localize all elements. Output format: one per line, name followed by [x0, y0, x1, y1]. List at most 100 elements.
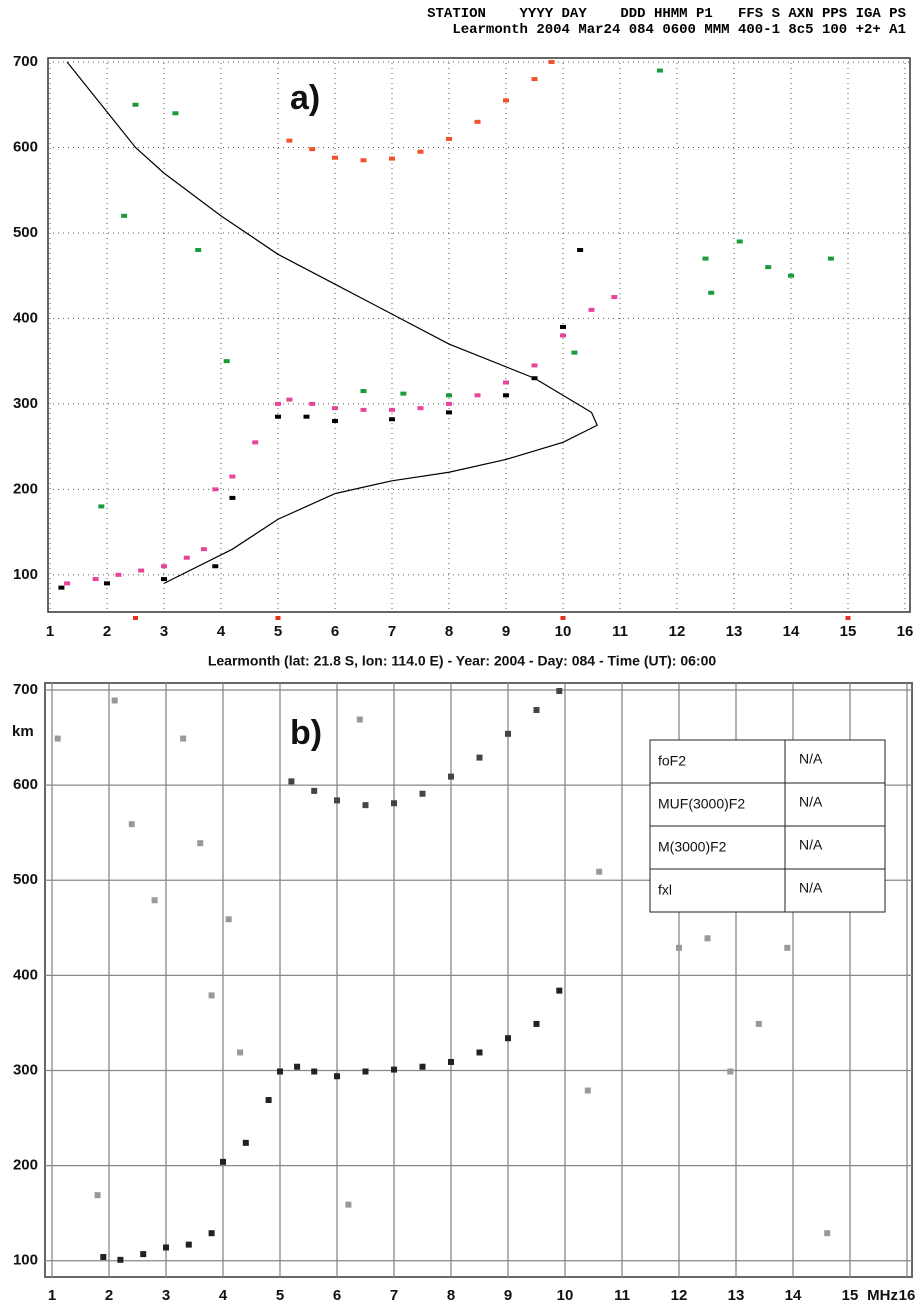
- echo-point: [208, 992, 215, 999]
- x-tick-label: 4: [217, 623, 226, 640]
- echo-point: [784, 944, 791, 951]
- echo-point: [755, 1020, 762, 1027]
- echo-point: [265, 1097, 272, 1104]
- echo-point: [448, 773, 454, 780]
- echo-point: [115, 572, 122, 577]
- echo-point: [560, 324, 566, 329]
- echo-point: [389, 407, 395, 412]
- echo-point: [503, 98, 509, 103]
- table-text: M(3000)F2: [658, 839, 727, 855]
- header-line: STATION YYYY DAY DDD HHMM P1 FFS S AXN P…: [427, 6, 906, 22]
- echo-point: [237, 1049, 244, 1056]
- echo-point: [197, 840, 204, 847]
- echo-point: [356, 716, 363, 723]
- echo-point: [727, 1068, 734, 1075]
- echo-point: [708, 290, 715, 295]
- echo-point: [294, 1063, 301, 1070]
- echo-point: [94, 1192, 101, 1199]
- y-tick-label: 100: [13, 566, 38, 583]
- x-tick-label: 7: [388, 623, 396, 640]
- echo-point: [417, 149, 424, 154]
- echo-point: [54, 735, 61, 742]
- echo-point: [172, 111, 179, 116]
- echo-point: [702, 256, 709, 261]
- echo-point: [704, 935, 711, 942]
- echo-point: [334, 797, 340, 804]
- echo-point: [548, 60, 555, 64]
- x-tick-label: 1: [46, 623, 54, 640]
- echo-point: [345, 1201, 352, 1208]
- echo-point: [827, 256, 834, 261]
- echo-point: [556, 688, 563, 694]
- echo-point: [163, 1244, 169, 1251]
- table-text: N/A: [799, 880, 823, 896]
- y-unit: km: [12, 723, 34, 740]
- echo-point: [104, 581, 110, 586]
- echo-point: [503, 393, 509, 398]
- echo-point: [656, 68, 663, 73]
- table-cell: [784, 868, 886, 913]
- echo-point: [332, 155, 338, 160]
- echo-point: [533, 707, 540, 714]
- x-unit: MHz: [867, 1287, 898, 1304]
- x-tick-label: 3: [160, 623, 168, 640]
- echo-point: [58, 585, 65, 590]
- x-tick-label: 9: [504, 1287, 512, 1304]
- echo-point: [419, 1063, 426, 1070]
- x-tick-label: 12: [671, 1287, 688, 1304]
- x-tick-label: 10: [555, 623, 572, 640]
- x-tick-label: 8: [445, 623, 453, 640]
- panel-label: a): [290, 79, 320, 117]
- echo-point: [128, 821, 135, 828]
- table-cell: [649, 825, 786, 870]
- echo-point: [332, 418, 338, 423]
- header-line: Learmonth 2004 Mar24 084 0600 MMM 400-1 …: [452, 22, 906, 38]
- y-tick-label: 700: [13, 681, 38, 698]
- plot-frame: [44, 682, 913, 1278]
- echo-point: [360, 158, 367, 163]
- x-tick-label: 10: [557, 1287, 574, 1304]
- x-tick-label: 5: [274, 623, 282, 640]
- y-tick-label: 200: [13, 1157, 38, 1174]
- y-tick-label: 400: [13, 309, 38, 326]
- echo-point: [417, 406, 424, 411]
- echo-point: [533, 1020, 540, 1027]
- echo-point: [360, 389, 367, 394]
- echo-point: [111, 697, 118, 704]
- echo-point: [596, 868, 603, 875]
- echo-point: [676, 944, 682, 951]
- x-tick-label: 7: [390, 1287, 398, 1304]
- echo-point: [389, 417, 395, 422]
- echo-point: [121, 213, 128, 218]
- echo-point: [584, 1087, 591, 1094]
- echo-point: [474, 393, 481, 398]
- subtitle: Learmonth (lat: 21.8 S, lon: 114.0 E) - …: [208, 653, 717, 669]
- table-text: N/A: [799, 837, 823, 853]
- y-tick-label: 100: [13, 1252, 38, 1269]
- echo-point: [303, 414, 310, 419]
- echo-point: [362, 1068, 369, 1075]
- echo-point: [64, 581, 71, 586]
- x-tick-label: 4: [219, 1287, 228, 1304]
- plot-frame: [47, 57, 911, 613]
- echo-point: [360, 407, 367, 412]
- echo-point: [275, 401, 281, 406]
- echo-point: [311, 1068, 318, 1075]
- echo-point: [275, 414, 281, 419]
- y-tick-label: 400: [13, 966, 38, 983]
- echo-point: [446, 136, 452, 141]
- x-tick-label: 6: [333, 1287, 341, 1304]
- echo-point: [286, 138, 293, 143]
- echo-point: [220, 1158, 226, 1165]
- echo-point: [138, 568, 145, 573]
- profile-line: [66, 61, 598, 584]
- echo-point: [225, 916, 232, 923]
- echo-point: [98, 504, 105, 509]
- x-tick-label: 13: [726, 623, 743, 640]
- echo-point: [419, 790, 426, 797]
- echo-point: [505, 1035, 511, 1042]
- echo-point: [577, 248, 584, 253]
- echo-point: [531, 77, 538, 82]
- echo-point: [212, 564, 219, 569]
